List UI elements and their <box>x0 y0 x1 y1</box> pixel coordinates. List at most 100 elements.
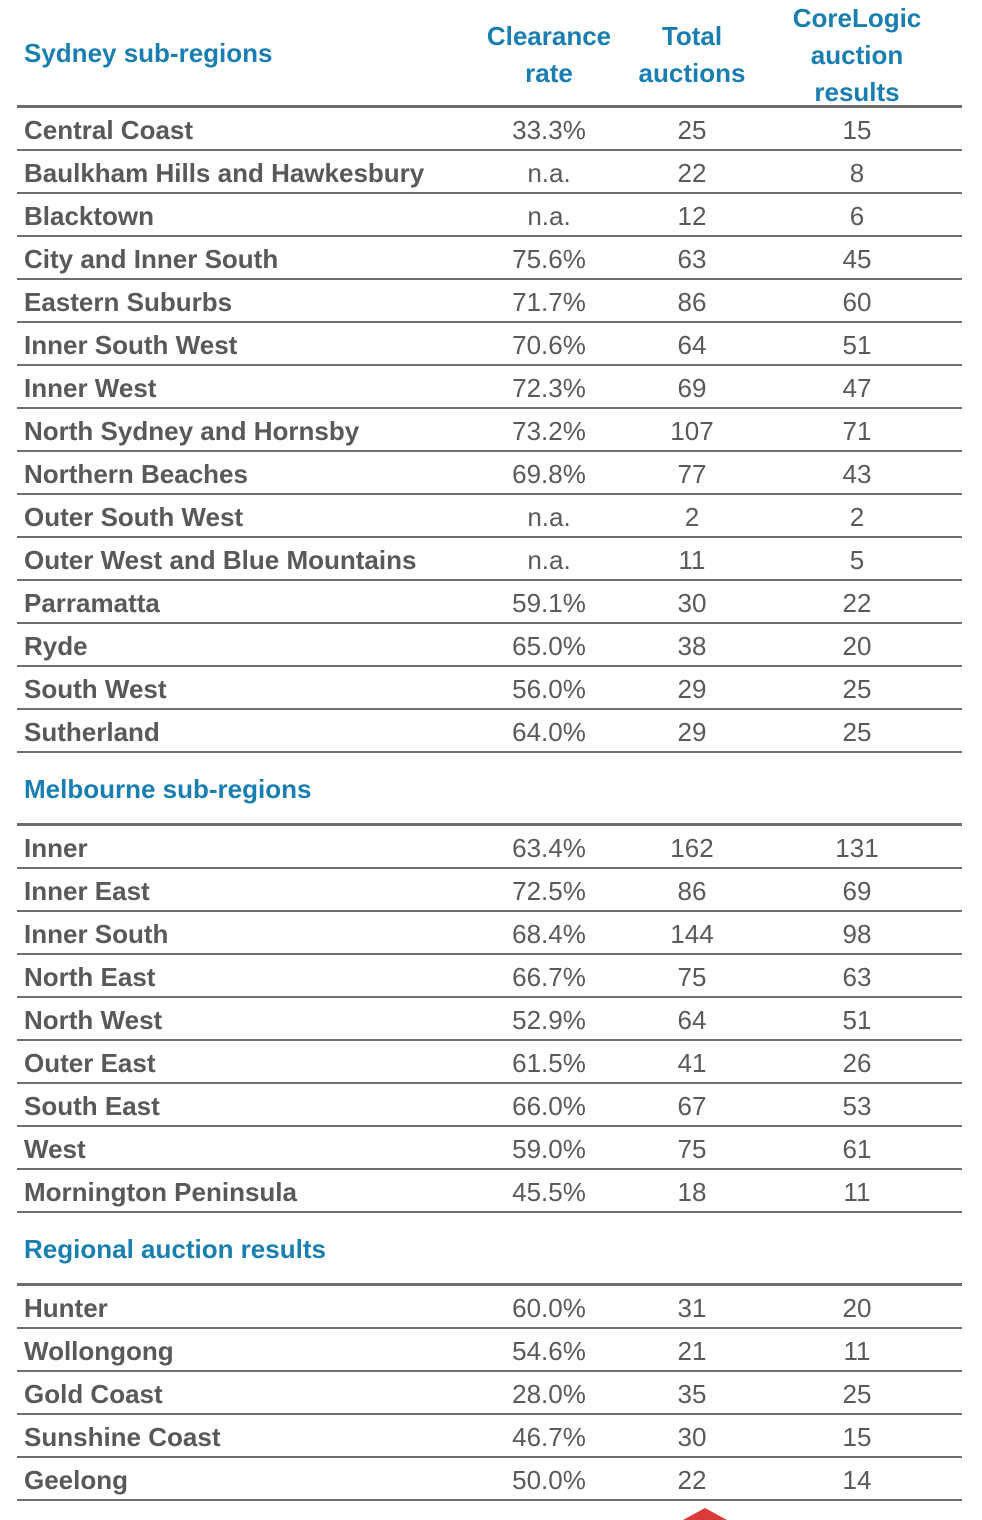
corelogic-results-cell: 51 <box>842 1005 872 1035</box>
corelogic-results-cell: 25 <box>842 717 872 747</box>
clearance-rate-cell: 50.0% <box>512 1465 586 1495</box>
table-row: Inner 63.4% 162 131 <box>17 826 962 869</box>
total-auctions-cell: 12 <box>677 201 707 231</box>
region-cell: Outer South West <box>24 502 244 532</box>
total-auctions-cell: 86 <box>677 876 707 906</box>
clearance-rate-cell: 66.7% <box>512 962 586 992</box>
total-auctions-cell: 107 <box>670 416 714 446</box>
clearance-rate-cell: n.a. <box>527 201 571 231</box>
clearance-rate-cell: 56.0% <box>512 674 586 704</box>
table-body: Central Coast 33.3% 25 15 Baulkham Hills and… <box>17 108 962 1501</box>
region-cell: Northern Beaches <box>24 459 248 489</box>
table-row: Eastern Suburbs 71.7% 86 60 <box>17 280 962 323</box>
corelogic-results-cell: 2 <box>849 502 865 532</box>
table-row: South East 66.0% 67 53 <box>17 1084 962 1127</box>
table-row: Inner West 72.3% 69 47 <box>17 366 962 409</box>
clearance-rate-cell: 68.4% <box>512 919 586 949</box>
region-cell: Geelong <box>24 1465 129 1495</box>
region-cell: South East <box>24 1091 160 1121</box>
total-auctions-cell: 77 <box>677 459 707 489</box>
region-cell: Sutherland <box>24 717 160 747</box>
table-row: Central Coast 33.3% 25 15 <box>17 108 962 151</box>
table-row: Northern Beaches 69.8% 77 43 <box>17 452 962 495</box>
clearance-rate-cell: n.a. <box>527 158 571 188</box>
clearance-rate-cell: 69.8% <box>512 459 586 489</box>
total-auctions-cell: 30 <box>677 588 707 618</box>
clearance-rate-cell: 46.7% <box>512 1422 586 1452</box>
table-row: Hunter 60.0% 31 20 <box>17 1286 962 1329</box>
clearance-rate-cell: 54.6% <box>512 1336 586 1366</box>
table-row: Wollongong 54.6% 21 11 <box>17 1329 962 1372</box>
total-auctions-cell: 30 <box>677 1422 707 1452</box>
corelogic-results-cell: 22 <box>842 588 872 618</box>
total-auctions-cell: 162 <box>670 833 714 863</box>
section-title-sydney: Sydney sub-regions <box>24 38 273 68</box>
total-auctions-cell: 41 <box>677 1048 707 1078</box>
clearance-rate-cell: 59.1% <box>512 588 586 618</box>
section-header: Regional auction results <box>17 1213 962 1286</box>
total-auctions-cell: 21 <box>677 1336 707 1366</box>
table-row: Geelong 50.0% 22 14 <box>17 1458 962 1501</box>
clearance-rate-cell: n.a. <box>527 545 571 575</box>
total-auctions-cell: 86 <box>677 287 707 317</box>
table-row: City and Inner South 75.6% 63 45 <box>17 237 962 280</box>
corelogic-results-cell: 45 <box>842 244 872 274</box>
clearance-rate-cell: 72.5% <box>512 876 586 906</box>
total-auctions-cell: 35 <box>677 1379 707 1409</box>
table-row: Outer West and Blue Mountains n.a. 11 5 <box>17 538 962 581</box>
clearance-rate-cell: 45.5% <box>512 1177 586 1207</box>
region-cell: Blacktown <box>24 201 155 231</box>
region-cell: Hunter <box>24 1293 108 1323</box>
column-header-clearance-rate: Clearance rate <box>486 21 612 88</box>
total-auctions-cell: 63 <box>677 244 707 274</box>
corelogic-results-cell: 61 <box>842 1134 872 1164</box>
clearance-rate-cell: n.a. <box>527 502 571 532</box>
table-row: North East 66.7% 75 63 <box>17 955 962 998</box>
total-auctions-cell: 29 <box>677 674 707 704</box>
total-auctions-cell: 75 <box>677 1134 707 1164</box>
region-cell: Inner South West <box>24 330 238 360</box>
region-cell: Inner West <box>24 373 157 403</box>
corelogic-results-cell: 47 <box>842 373 872 403</box>
corelogic-results-cell: 25 <box>842 674 872 704</box>
clearance-rate-cell: 59.0% <box>512 1134 586 1164</box>
column-header-total-auctions: Total auctions <box>638 21 746 88</box>
red-marker-shape <box>683 1508 727 1520</box>
region-cell: South West <box>24 674 167 704</box>
region-cell: Mornington Peninsula <box>24 1177 297 1207</box>
region-cell: Parramatta <box>24 588 160 618</box>
total-auctions-cell: 11 <box>678 545 706 575</box>
column-header-corelogic-results: CoreLogic auction results <box>792 3 922 107</box>
region-cell: Ryde <box>24 631 88 661</box>
section-title: Melbourne sub-regions <box>24 774 312 804</box>
corelogic-results-cell: 63 <box>842 962 872 992</box>
corelogic-results-cell: 60 <box>842 287 872 317</box>
corelogic-results-cell: 71 <box>842 416 872 446</box>
region-cell: City and Inner South <box>24 244 279 274</box>
total-auctions-cell: 25 <box>677 115 707 145</box>
region-cell: North East <box>24 962 156 992</box>
region-cell: West <box>24 1134 86 1164</box>
table-row: North West 52.9% 64 51 <box>17 998 962 1041</box>
total-auctions-cell: 38 <box>677 631 707 661</box>
clearance-rate-cell: 33.3% <box>512 115 586 145</box>
total-auctions-cell: 31 <box>677 1293 707 1323</box>
clearance-rate-cell: 28.0% <box>512 1379 586 1409</box>
corelogic-results-cell: 11 <box>843 1336 871 1366</box>
clearance-rate-cell: 73.2% <box>512 416 586 446</box>
clearance-rate-cell: 72.3% <box>512 373 586 403</box>
corelogic-results-cell: 20 <box>842 631 872 661</box>
corelogic-results-cell: 6 <box>849 201 865 231</box>
total-auctions-cell: 22 <box>677 1465 707 1495</box>
total-auctions-cell: 22 <box>677 158 707 188</box>
total-auctions-cell: 144 <box>670 919 714 949</box>
clearance-rate-cell: 70.6% <box>512 330 586 360</box>
total-auctions-cell: 75 <box>677 962 707 992</box>
corelogic-results-cell: 8 <box>849 158 865 188</box>
total-auctions-cell: 69 <box>677 373 707 403</box>
region-cell: North West <box>24 1005 163 1035</box>
table-row: Inner East 72.5% 86 69 <box>17 869 962 912</box>
total-auctions-cell: 64 <box>677 1005 707 1035</box>
region-cell: Eastern Suburbs <box>24 287 233 317</box>
total-auctions-cell: 2 <box>684 502 700 532</box>
